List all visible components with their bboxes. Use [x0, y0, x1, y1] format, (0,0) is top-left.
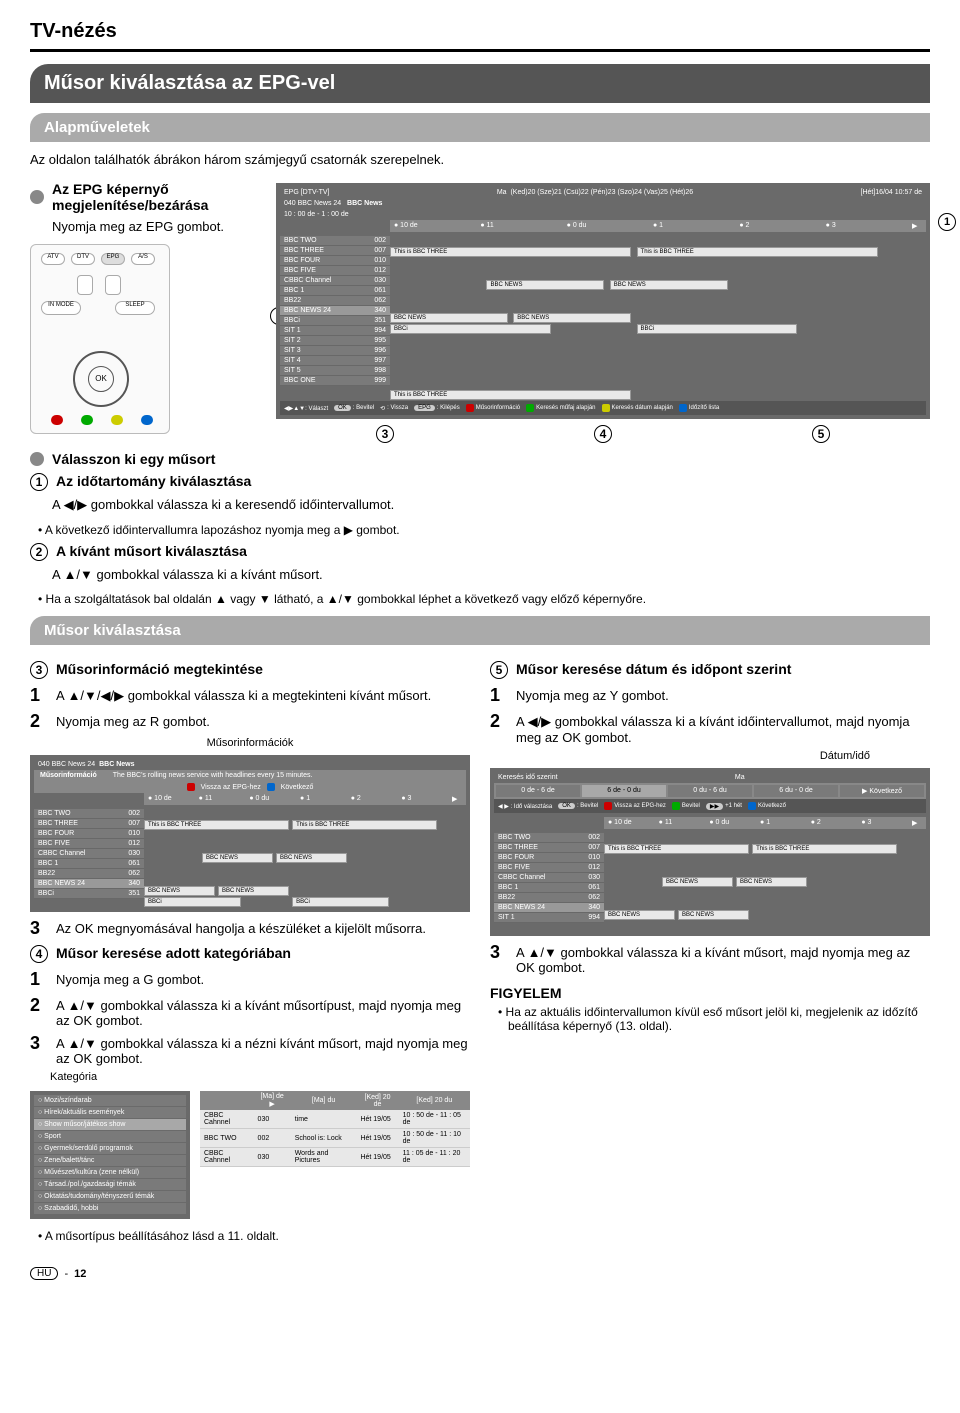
rule — [30, 49, 930, 52]
step-4-badge: 4 — [30, 945, 48, 963]
step-1b: A következő időintervallumra lapozáshoz … — [48, 523, 930, 537]
foot-note: A műsortípus beállításához lásd a 11. ol… — [48, 1229, 470, 1243]
caption-info: Műsorinformációk — [30, 737, 470, 749]
section-heading: Műsor kiválasztása az EPG-vel — [30, 64, 930, 103]
c2: A ▲/▼ gombokkal válassza ki a kívánt műs… — [56, 995, 470, 1028]
step-2-badge: 2 — [30, 543, 48, 561]
caption-date: Dátum/idő — [490, 750, 870, 762]
c3: A ▲/▼ gombokkal válassza ki a nézni kívá… — [56, 1033, 470, 1066]
h5: Műsor keresése dátum és időpont szerint — [516, 661, 791, 679]
step-1-title: Az időtartomány kiválasztása — [56, 473, 251, 491]
step-2a: A ▲/▼ gombokkal válassza ki a kívánt műs… — [52, 567, 930, 582]
step-5-badge: 5 — [490, 661, 508, 679]
d1: Nyomja meg az Y gombot. — [516, 685, 930, 703]
l-s2: Nyomja meg az R gombot. — [56, 711, 470, 729]
category-screenshot: ○ Mozi/színdarab○ Hírek/aktuális esemény… — [30, 1091, 470, 1219]
h3: Műsorinformáció megtekintése — [56, 661, 263, 679]
callout-3: 3 — [376, 425, 394, 443]
step-2b: Ha a szolgáltatások bal oldalán ▲ vagy ▼… — [48, 592, 930, 606]
callout-4: 4 — [594, 425, 612, 443]
info-screenshot: 040 BBC News 24 BBC News Műsorinformáció… — [30, 755, 470, 912]
warn-text: Ha az aktuális időintervallumon kívül es… — [508, 1005, 930, 1033]
h4: Műsor keresése adott kategóriában — [56, 945, 291, 963]
epg-footer: ◀▶▲▼: Választ OK: Bevitel ⟲: Vissza EPG:… — [280, 401, 926, 415]
sub-heading: Alapműveletek — [30, 113, 930, 142]
step-1-badge: 1 — [30, 473, 48, 491]
step-1a: A ◀/▶ gombokkal válassza ki a keresendő … — [52, 497, 930, 513]
intro-text: Az oldalon találhatók ábrákon három szám… — [30, 152, 930, 167]
callout-1: 1 — [938, 213, 956, 231]
bullet-icon — [30, 452, 44, 466]
l-s3: Az OK megnyomásával hangolja a készüléke… — [56, 918, 470, 936]
warn-heading: FIGYELEM — [490, 985, 930, 1001]
bullet-icon — [30, 190, 44, 204]
remote-diagram: ATV DTV EPG A/S IN MODE SLEEP OK — [30, 244, 170, 434]
epg-main-screenshot: EPG [DTV-TV] Ma (Ked)20 (Sze)21 (Csü)22 … — [276, 183, 930, 419]
press-epg-text: Nyomja meg az EPG gombot. — [52, 219, 260, 234]
show-close-label: Az EPG képernyő megjelenítése/bezárása — [52, 181, 260, 213]
c1: Nyomja meg a G gombot. — [56, 969, 470, 987]
left-column: 3 Műsorinformáció megtekintése 1A ▲/▼/◀/… — [30, 655, 470, 1247]
sub-heading-2: Műsor kiválasztása — [30, 616, 930, 645]
step-3-badge: 3 — [30, 661, 48, 679]
callout-5: 5 — [812, 425, 830, 443]
page-title: TV-nézés — [30, 20, 930, 43]
select-prog-label: Válasszon ki egy műsort — [52, 451, 215, 467]
page-footer: HU - 12 — [30, 1267, 930, 1280]
d2: A ◀/▶ gombokkal válassza ki a kívánt idő… — [516, 711, 930, 745]
l-s1: A ▲/▼/◀/▶ gombokkal válassza ki a megtek… — [56, 685, 470, 704]
caption-cat: Kategória — [50, 1071, 470, 1083]
right-column: 5 Műsor keresése dátum és időpont szerin… — [490, 655, 930, 1247]
step-2-title: A kívánt műsort kiválasztása — [56, 543, 247, 561]
date-screenshot: Keresés idő szerintMa 0 de - 6 de6 de - … — [490, 768, 930, 936]
d3: A ▲/▼ gombokkal válassza ki a kívánt műs… — [516, 942, 930, 975]
